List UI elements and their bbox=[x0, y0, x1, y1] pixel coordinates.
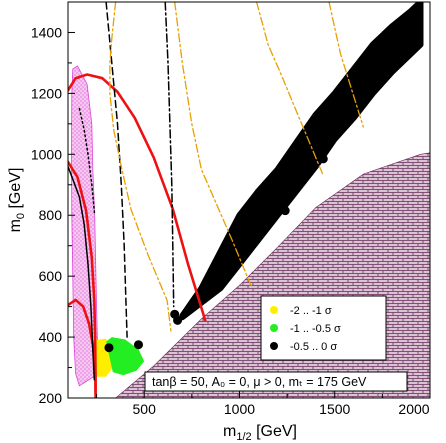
legend-box bbox=[260, 295, 387, 361]
y-tick-label-600: 600 bbox=[39, 268, 63, 284]
x-tick-label-500: 500 bbox=[133, 401, 157, 417]
legend-marker-yellow bbox=[270, 306, 278, 314]
black-point-0 bbox=[104, 343, 114, 353]
black-point-4 bbox=[280, 206, 290, 216]
plot-frame bbox=[67, 1, 431, 399]
region-black-band bbox=[179, 2, 424, 321]
y-tick-label-1200: 1200 bbox=[31, 85, 62, 101]
contour-4-dashdot bbox=[164, 2, 175, 308]
parameter-annotation: tanβ = 50, A₀ = 0, μ > 0, mₜ = 175 GeV bbox=[144, 371, 408, 392]
y-tick-label-200: 200 bbox=[39, 390, 63, 406]
x-axis-title: m1/2 [GeV] bbox=[223, 423, 297, 443]
x-axis-title-main: m bbox=[223, 423, 236, 440]
y-axis-title-sub: 0 bbox=[15, 213, 27, 219]
contour-7-dashdot bbox=[109, 2, 172, 332]
y-tick-label-1000: 1000 bbox=[31, 146, 62, 162]
y-axis-title-main: m bbox=[7, 219, 24, 232]
black-point-1 bbox=[133, 340, 143, 350]
y-tick-label-400: 400 bbox=[39, 329, 63, 345]
contour-0-solid bbox=[68, 73, 207, 322]
y-axis-title-unit: [GeV] bbox=[7, 168, 24, 213]
x-axis-title-sub: 1/2 bbox=[236, 431, 251, 443]
y-tick-label-1400: 1400 bbox=[31, 24, 62, 40]
y-axis-title: m0 [GeV] bbox=[7, 168, 27, 233]
legend-marker-black bbox=[270, 342, 278, 350]
contour-6-dotted bbox=[78, 107, 96, 216]
black-point-3 bbox=[173, 315, 183, 325]
contour-9-dashdot bbox=[255, 2, 324, 177]
contour-10-dashdot bbox=[328, 2, 364, 128]
legend-label-black: -0.5 .. 0 σ bbox=[290, 341, 337, 353]
x-axis-title-unit: [GeV] bbox=[252, 423, 297, 440]
x-tick-label-1500: 1500 bbox=[319, 401, 350, 417]
legend: -2 .. -1 σ -1 .. -0.5 σ -0.5 .. 0 σ bbox=[260, 295, 387, 361]
legend-label-yellow: -2 .. -1 σ bbox=[290, 305, 332, 317]
annotation-box bbox=[144, 371, 408, 392]
y-tick-label-800: 800 bbox=[39, 207, 63, 223]
contour-3-dashed bbox=[105, 2, 128, 338]
legend-marker-green bbox=[270, 324, 278, 332]
annotation-text: tanβ = 50, A₀ = 0, μ > 0, mₜ = 175 GeV bbox=[152, 375, 367, 389]
contour-5-solid bbox=[68, 165, 96, 381]
contour-2-solid bbox=[68, 298, 97, 395]
black-point-5 bbox=[318, 154, 328, 164]
axis-ticks: 500 1000 1500 2000 200 400 600 800 1000 1200 1400 bbox=[31, 24, 431, 417]
legend-label-green: -1 .. -0.5 σ bbox=[290, 323, 341, 335]
x-tick-label-2000: 2000 bbox=[398, 401, 429, 417]
contour-8-dashdot bbox=[174, 2, 252, 286]
x-tick-label-1000: 1000 bbox=[224, 401, 255, 417]
